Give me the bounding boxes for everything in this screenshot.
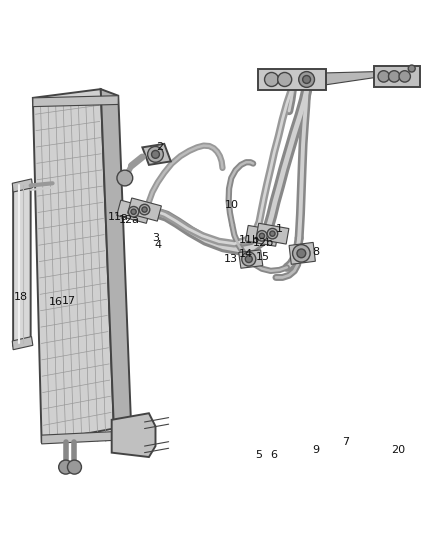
Circle shape bbox=[297, 249, 306, 258]
Circle shape bbox=[270, 231, 275, 236]
Circle shape bbox=[399, 71, 410, 82]
Circle shape bbox=[299, 71, 314, 87]
Polygon shape bbox=[112, 413, 155, 457]
Text: 7: 7 bbox=[343, 437, 350, 447]
Polygon shape bbox=[12, 179, 33, 192]
Text: 17: 17 bbox=[62, 296, 76, 305]
Polygon shape bbox=[12, 336, 33, 350]
Circle shape bbox=[128, 206, 139, 217]
Text: 12a: 12a bbox=[119, 215, 140, 225]
Circle shape bbox=[131, 209, 136, 214]
Polygon shape bbox=[256, 223, 289, 244]
Circle shape bbox=[242, 252, 256, 266]
Text: 8: 8 bbox=[312, 247, 319, 257]
Text: 13: 13 bbox=[224, 254, 238, 264]
Polygon shape bbox=[258, 69, 326, 91]
Polygon shape bbox=[142, 144, 171, 165]
Text: 18: 18 bbox=[14, 292, 28, 302]
Text: 2: 2 bbox=[156, 142, 163, 152]
Text: 16: 16 bbox=[49, 297, 63, 308]
Circle shape bbox=[378, 71, 389, 82]
Polygon shape bbox=[33, 96, 118, 107]
Text: 6: 6 bbox=[270, 450, 277, 460]
Text: 11a: 11a bbox=[108, 213, 129, 222]
Text: 9: 9 bbox=[312, 446, 319, 456]
Circle shape bbox=[245, 255, 252, 263]
Polygon shape bbox=[326, 71, 377, 85]
Polygon shape bbox=[128, 198, 161, 221]
Text: 12b: 12b bbox=[253, 238, 274, 248]
Text: 4: 4 bbox=[154, 240, 161, 249]
Polygon shape bbox=[245, 225, 279, 246]
Polygon shape bbox=[289, 243, 315, 264]
Circle shape bbox=[117, 170, 133, 186]
Circle shape bbox=[142, 207, 147, 212]
Circle shape bbox=[303, 76, 311, 84]
Text: 11b: 11b bbox=[239, 235, 260, 245]
Circle shape bbox=[67, 460, 81, 474]
Polygon shape bbox=[42, 431, 131, 444]
Text: 3: 3 bbox=[152, 233, 159, 243]
Text: 20: 20 bbox=[392, 445, 406, 455]
Text: 5: 5 bbox=[255, 450, 262, 460]
Circle shape bbox=[408, 65, 415, 72]
Circle shape bbox=[59, 460, 73, 474]
Circle shape bbox=[152, 150, 159, 158]
Polygon shape bbox=[13, 183, 31, 345]
Circle shape bbox=[257, 231, 267, 241]
Polygon shape bbox=[101, 89, 131, 433]
Polygon shape bbox=[33, 89, 114, 442]
Polygon shape bbox=[374, 66, 420, 87]
Text: 10: 10 bbox=[225, 200, 239, 210]
Circle shape bbox=[148, 147, 163, 162]
Circle shape bbox=[278, 72, 292, 86]
Text: 15: 15 bbox=[256, 252, 270, 262]
Circle shape bbox=[259, 233, 265, 238]
Polygon shape bbox=[239, 250, 263, 268]
Text: 14: 14 bbox=[239, 249, 253, 259]
Circle shape bbox=[389, 71, 400, 82]
Circle shape bbox=[267, 229, 278, 239]
Polygon shape bbox=[117, 200, 150, 223]
Circle shape bbox=[265, 72, 279, 86]
Text: 1: 1 bbox=[276, 224, 283, 235]
Circle shape bbox=[293, 245, 310, 262]
Circle shape bbox=[139, 204, 150, 215]
